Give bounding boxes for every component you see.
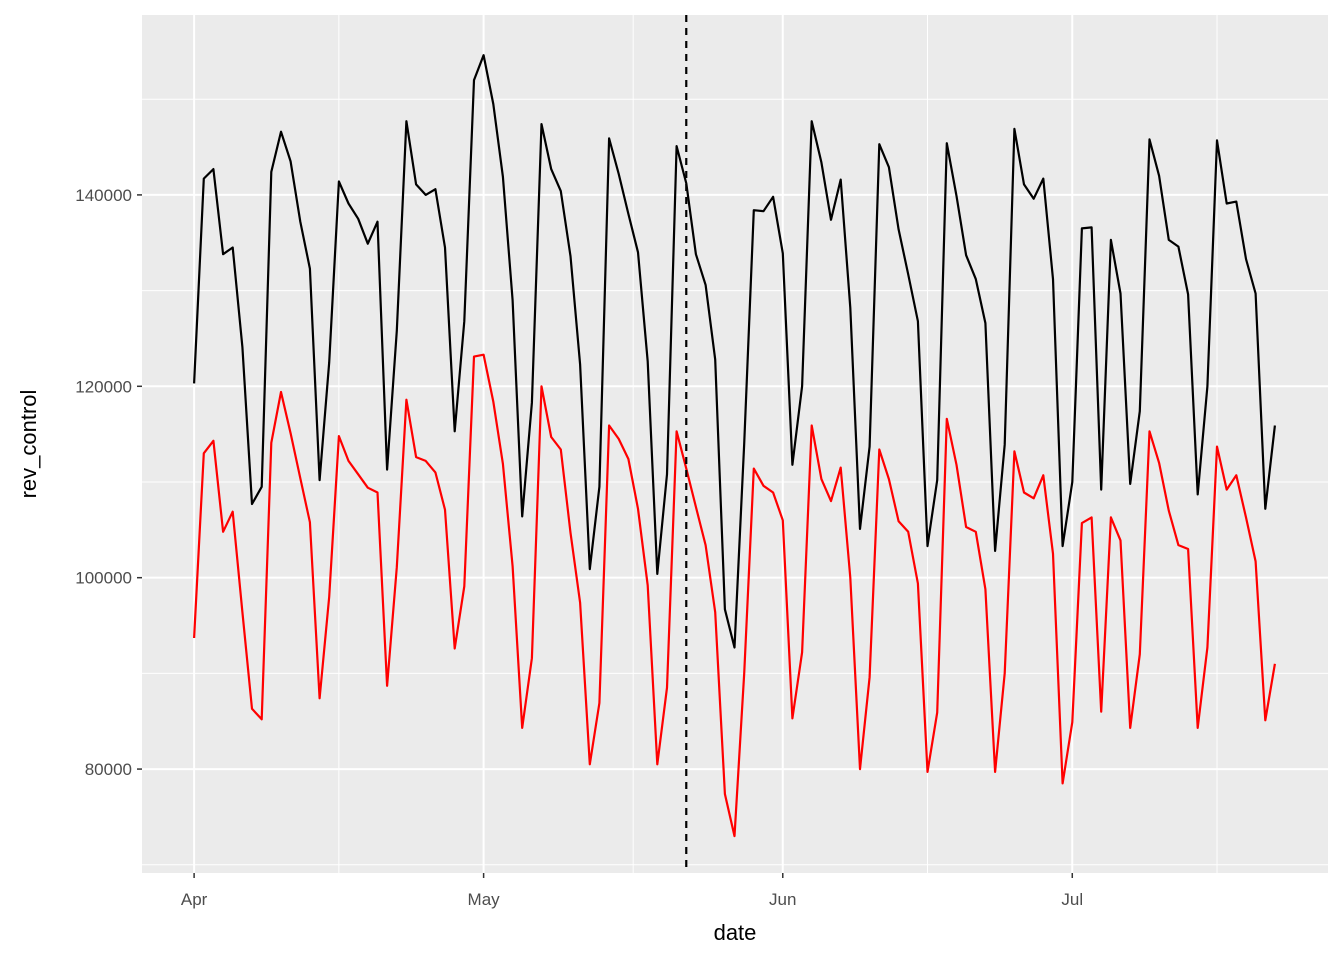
series-line-black [193, 54, 1276, 649]
series-line-red [193, 353, 1276, 838]
y-tick-label: 140000 [75, 186, 132, 205]
y-axis: 80000 100000 120000 140000 [75, 186, 142, 779]
x-tick-label: Jun [769, 890, 796, 909]
y-tick-label: 100000 [75, 569, 132, 588]
y-tick-label: 120000 [75, 377, 132, 396]
x-tick-label: Apr [181, 890, 208, 909]
x-axis: Apr May Jun Jul [181, 873, 1083, 909]
x-tick-label: May [468, 890, 501, 909]
major-gridlines [142, 15, 1328, 873]
x-axis-title: date [714, 920, 757, 945]
plot-panel [142, 15, 1328, 873]
series-lines [193, 54, 1276, 838]
x-tick-label: Jul [1061, 890, 1083, 909]
y-tick-label: 80000 [85, 760, 132, 779]
y-axis-title: rev_control [16, 390, 41, 499]
